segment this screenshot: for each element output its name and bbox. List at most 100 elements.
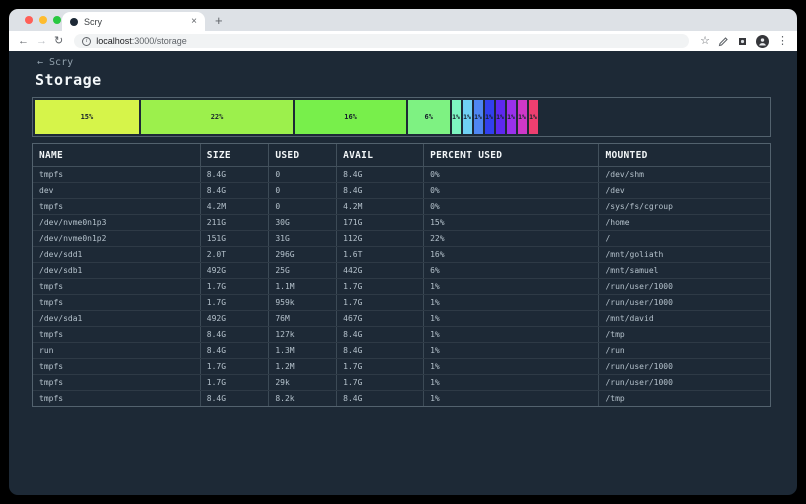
column-header: USED — [268, 144, 338, 167]
usage-segment: 1% — [506, 100, 516, 134]
zoom-window-button[interactable] — [53, 16, 61, 24]
site-info-icon[interactable]: i — [82, 36, 92, 46]
table-cell: /dev/nvme0n1p3 — [33, 214, 201, 231]
refresh-icon[interactable]: ↻ — [54, 34, 64, 47]
storage-table: NAME SIZE USED AVAIL PERCENT USED MOUNTED tmp… — [33, 144, 770, 406]
table-cell: /run/user/1000 — [598, 278, 770, 295]
table-cell: 1.1M — [268, 278, 338, 295]
table-cell: 959k — [268, 294, 338, 311]
table-cell: 29k — [268, 374, 338, 391]
table-cell: 0% — [423, 198, 600, 215]
table-cell: 2.0T — [200, 246, 270, 263]
forward-icon[interactable]: → — [36, 34, 47, 47]
toolbar-right-icons: ☆ ⋮ — [700, 34, 788, 48]
bookmark-star-icon[interactable]: ☆ — [700, 34, 710, 47]
table-cell: tmpfs — [33, 198, 201, 215]
table-cell: 1.2M — [268, 358, 338, 375]
table-cell: /dev/sdb1 — [33, 262, 201, 279]
table-cell: 8.4G — [336, 342, 425, 359]
usage-segment: 6% — [407, 100, 450, 134]
table-cell: /sys/fs/cgroup — [598, 198, 770, 215]
table-cell: 15% — [423, 214, 600, 231]
table-row: run 8.4G 1.3M 8.4G 1%/run — [33, 342, 770, 359]
table-cell: 22% — [423, 230, 600, 247]
table-cell: 1.7G — [336, 294, 425, 311]
usage-segment: 15% — [35, 100, 139, 134]
browser-tab[interactable]: Scry × — [62, 12, 205, 31]
table-cell: 492G — [200, 262, 270, 279]
table-cell: /run/user/1000 — [598, 374, 770, 391]
table-cell: /dev — [598, 182, 770, 199]
table-row: tmpfs 1.7G 1.2M 1.7G 1%/run/user/1000 — [33, 358, 770, 375]
table-cell: 442G — [336, 262, 425, 279]
column-header: SIZE — [200, 144, 270, 167]
table-cell: dev — [33, 182, 201, 199]
table-cell: 1% — [423, 294, 600, 311]
back-icon[interactable]: ← — [18, 34, 29, 47]
column-header: NAME — [33, 144, 201, 167]
table-cell: 1.7G — [336, 374, 425, 391]
table-cell: tmpfs — [33, 278, 201, 295]
table-cell: tmpfs — [33, 166, 201, 183]
table-cell: 4.2M — [336, 198, 425, 215]
table-cell: 492G — [200, 310, 270, 327]
close-window-button[interactable] — [25, 16, 33, 24]
table-row: /dev/nvme0n1p2 151G 31G 112G 22% / — [33, 230, 770, 247]
table-cell: 0 — [268, 198, 338, 215]
usage-segment: 1% — [495, 100, 505, 134]
tab-close-icon[interactable]: × — [191, 15, 197, 27]
page-title: Storage — [35, 71, 102, 89]
tab-strip: Scry × + — [9, 9, 797, 31]
table-row: tmpfs 1.7G 1.1M 1.7G 1%/run/user/1000 — [33, 278, 770, 295]
table-cell: 8.4G — [200, 390, 270, 406]
column-header: PERCENT USED — [423, 144, 600, 167]
table-cell: 1.7G — [200, 358, 270, 375]
table-row: tmpfs 1.7G 29k 1.7G 1%/run/user/1000 — [33, 374, 770, 391]
table-cell: 0 — [268, 182, 338, 199]
extension-icon-1[interactable] — [718, 36, 729, 47]
storage-table-body: tmpfs 8.4G 0 8.4G 0%/dev/shm dev 8.4G 0 8.4G 0%/d… — [33, 166, 770, 406]
table-cell: run — [33, 342, 201, 359]
table-cell: 1% — [423, 390, 600, 406]
extension-icon-2[interactable] — [737, 36, 748, 47]
browser-window: Scry × + ← → ↻ i localhost:3000/storage … — [9, 9, 797, 495]
table-cell: 31G — [268, 230, 338, 247]
table-row: tmpfs 8.4G 8.2k 8.4G 1%/tmp — [33, 390, 770, 406]
table-cell: 8.4G — [200, 342, 270, 359]
table-cell: 1.6T — [336, 246, 425, 263]
table-cell: 127k — [268, 326, 338, 343]
table-cell: 8.4G — [200, 326, 270, 343]
table-cell: tmpfs — [33, 390, 201, 406]
table-cell: /dev/sda1 — [33, 310, 201, 327]
table-cell: 8.4G — [200, 182, 270, 199]
storage-table-container: NAME SIZE USED AVAIL PERCENT USED MOUNTED tmp… — [32, 143, 771, 407]
table-cell: 1% — [423, 310, 600, 327]
back-link[interactable]: ← Scry — [37, 57, 73, 68]
table-cell: 211G — [200, 214, 270, 231]
table-cell: /home — [598, 214, 770, 231]
url-text: localhost:3000/storage — [96, 36, 187, 46]
table-cell: /dev/shm — [598, 166, 770, 183]
browser-toolbar: ← → ↻ i localhost:3000/storage ☆ ⋮ — [9, 31, 797, 51]
profile-avatar-icon[interactable] — [756, 34, 769, 48]
table-cell: 1.3M — [268, 342, 338, 359]
url-bar[interactable]: i localhost:3000/storage — [74, 34, 690, 48]
table-cell: 1.7G — [336, 278, 425, 295]
table-cell: /dev/nvme0n1p2 — [33, 230, 201, 247]
table-cell: /run/user/1000 — [598, 358, 770, 375]
usage-segment: 1% — [484, 100, 494, 134]
table-row: /dev/sdd1 2.0T 296G 1.6T 16%/mnt/goliath — [33, 246, 770, 263]
browser-menu-icon[interactable]: ⋮ — [777, 34, 788, 47]
table-cell: /run — [598, 342, 770, 359]
table-cell: 467G — [336, 310, 425, 327]
usage-segment: 1% — [473, 100, 483, 134]
table-cell: 1% — [423, 342, 600, 359]
new-tab-button[interactable]: + — [215, 13, 223, 28]
back-arrow-icon: ← — [37, 57, 44, 68]
table-cell: 1% — [423, 374, 600, 391]
table-cell: /mnt/goliath — [598, 246, 770, 263]
minimize-window-button[interactable] — [39, 16, 47, 24]
table-cell: 4.2M — [200, 198, 270, 215]
table-cell: 76M — [268, 310, 338, 327]
table-cell: 8.4G — [336, 390, 425, 406]
